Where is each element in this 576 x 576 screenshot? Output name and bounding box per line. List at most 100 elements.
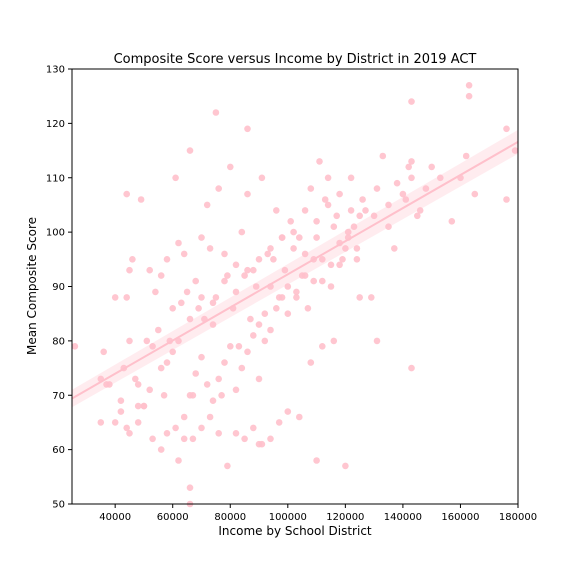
data-point bbox=[347, 174, 355, 182]
data-point bbox=[149, 435, 156, 443]
data-point bbox=[310, 277, 318, 285]
data-point bbox=[471, 190, 479, 198]
data-point bbox=[198, 234, 205, 241]
data-point bbox=[163, 255, 171, 263]
data-point bbox=[97, 419, 105, 426]
data-point bbox=[137, 196, 145, 203]
data-point bbox=[244, 266, 251, 274]
data-point bbox=[192, 370, 199, 377]
x-tick-label: 40000 bbox=[99, 512, 131, 523]
y-tick-label: 120 bbox=[46, 119, 65, 130]
data-point bbox=[172, 424, 179, 432]
data-point bbox=[71, 343, 79, 350]
data-point bbox=[281, 266, 289, 274]
data-point bbox=[126, 337, 133, 345]
x-tick-label: 100000 bbox=[269, 512, 307, 523]
data-point bbox=[336, 261, 343, 269]
data-point bbox=[169, 305, 176, 312]
data-point bbox=[129, 255, 136, 263]
data-point bbox=[255, 321, 263, 328]
data-point bbox=[261, 310, 269, 318]
data-point bbox=[408, 364, 415, 372]
x-tick-label: 160000 bbox=[441, 512, 479, 523]
data-point bbox=[111, 419, 119, 426]
data-point bbox=[238, 228, 246, 236]
data-point bbox=[258, 440, 266, 448]
data-point bbox=[408, 98, 415, 105]
data-point bbox=[503, 125, 510, 133]
data-point bbox=[422, 185, 430, 192]
data-point bbox=[327, 261, 335, 269]
data-point bbox=[270, 255, 277, 263]
data-point bbox=[324, 174, 332, 182]
y-axis-label: Mean Composite Score bbox=[25, 217, 39, 355]
data-point bbox=[155, 326, 162, 334]
data-point bbox=[175, 457, 182, 464]
data-point bbox=[134, 381, 142, 388]
y-axis-ticks: 50 60 70 80 90 100 110 120 130 bbox=[46, 65, 72, 511]
data-point bbox=[186, 392, 194, 399]
data-point bbox=[169, 348, 176, 356]
data-point bbox=[293, 288, 300, 296]
data-point bbox=[301, 250, 309, 258]
data-point bbox=[241, 272, 248, 279]
data-point bbox=[227, 163, 234, 171]
data-point bbox=[126, 266, 133, 274]
data-point bbox=[296, 234, 303, 241]
data-point bbox=[160, 392, 168, 399]
x-tick-label: 140000 bbox=[384, 512, 422, 523]
data-point bbox=[293, 294, 300, 301]
data-point bbox=[134, 419, 142, 426]
data-point bbox=[353, 245, 361, 252]
data-point bbox=[180, 250, 188, 258]
data-point bbox=[111, 294, 119, 301]
data-point bbox=[149, 343, 156, 350]
data-point bbox=[347, 207, 355, 214]
data-point bbox=[342, 245, 349, 252]
data-point bbox=[143, 337, 151, 345]
data-point bbox=[186, 315, 194, 323]
data-point bbox=[215, 375, 222, 383]
x-tick-label: 180000 bbox=[499, 512, 537, 523]
data-point bbox=[307, 359, 315, 366]
data-point bbox=[123, 424, 130, 432]
data-point bbox=[356, 212, 364, 220]
data-point bbox=[465, 92, 473, 100]
data-point bbox=[132, 375, 139, 383]
data-point bbox=[212, 294, 220, 301]
data-point bbox=[393, 179, 401, 187]
data-point bbox=[275, 419, 283, 426]
confidence-band-area bbox=[72, 129, 518, 408]
y-tick-label: 110 bbox=[46, 173, 65, 184]
data-point bbox=[414, 212, 421, 220]
data-point bbox=[324, 201, 332, 209]
y-tick-label: 80 bbox=[52, 336, 65, 347]
data-point bbox=[206, 245, 214, 252]
data-point bbox=[163, 430, 171, 437]
data-point bbox=[330, 337, 338, 345]
data-point bbox=[313, 218, 320, 225]
confidence-band bbox=[72, 129, 518, 408]
y-tick-label: 70 bbox=[52, 391, 65, 402]
y-tick-label: 90 bbox=[52, 282, 65, 293]
data-point bbox=[146, 266, 153, 274]
data-point bbox=[221, 359, 228, 366]
data-point bbox=[186, 147, 194, 154]
data-point bbox=[344, 228, 352, 236]
data-point bbox=[232, 288, 240, 296]
data-point bbox=[123, 190, 130, 198]
data-point bbox=[258, 174, 266, 182]
data-point bbox=[215, 430, 222, 437]
data-point bbox=[261, 337, 269, 345]
x-axis-label: Income by School District bbox=[218, 524, 372, 538]
data-point bbox=[157, 272, 165, 279]
data-point bbox=[163, 359, 171, 366]
data-point bbox=[278, 294, 286, 301]
data-point bbox=[296, 413, 303, 421]
data-point bbox=[284, 408, 292, 415]
data-point bbox=[232, 261, 240, 269]
data-point bbox=[203, 201, 211, 209]
x-tick-label: 80000 bbox=[214, 512, 246, 523]
data-point bbox=[465, 82, 473, 89]
trend-line bbox=[71, 140, 519, 400]
